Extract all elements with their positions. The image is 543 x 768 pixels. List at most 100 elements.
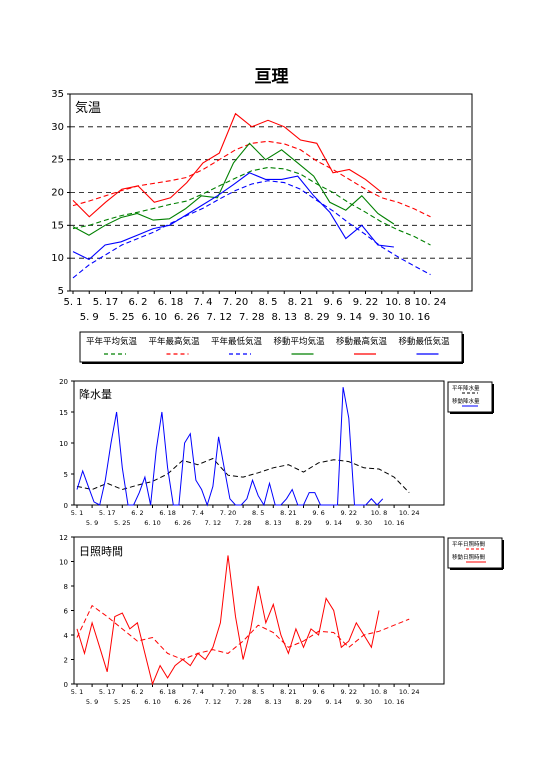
- series-normal-max: [72, 140, 431, 218]
- legend-label: 移動日照時間: [452, 553, 486, 561]
- x-tick-label: 10. 8: [385, 297, 410, 308]
- y-tick-label: 2: [64, 657, 68, 665]
- legend-label: 平年最低気温: [211, 336, 263, 347]
- x-tick-label: 6. 10: [144, 698, 161, 706]
- series-normal-min: [72, 180, 431, 279]
- legend-box: [447, 537, 503, 569]
- x-tick-label: 6. 18: [159, 688, 176, 696]
- x-tick-label: 7. 12: [205, 519, 222, 527]
- panel-label: 日照時間: [79, 545, 123, 558]
- x-tick-label: 6. 26: [174, 698, 191, 706]
- legend-label: 移動最低気温: [399, 336, 451, 347]
- x-tick-label: 9. 30: [356, 519, 373, 527]
- x-tick-label: 7. 12: [207, 312, 232, 323]
- x-tick-label: 6. 18: [159, 509, 176, 517]
- y-tick-label: 20: [51, 188, 64, 199]
- x-tick-label: 9. 22: [353, 297, 378, 308]
- x-tick-label: 8. 29: [295, 698, 312, 706]
- x-tick-label: 8. 21: [288, 297, 313, 308]
- series-normal-avg: [72, 166, 431, 246]
- x-tick-label: 9. 14: [325, 698, 342, 706]
- x-tick-label: 10. 8: [371, 509, 388, 517]
- x-tick-label: 9. 6: [323, 297, 342, 308]
- x-tick-label: 8. 13: [265, 519, 282, 527]
- legend-label: 平年降水量: [452, 384, 480, 392]
- x-tick-label: 9. 14: [325, 519, 342, 527]
- x-tick-label: 6. 2: [128, 297, 147, 308]
- x-tick-label: 7. 4: [192, 688, 204, 696]
- x-tick-label: 5. 1: [71, 688, 83, 696]
- y-tick-label: 25: [51, 155, 64, 166]
- x-tick-label: 8. 21: [280, 688, 297, 696]
- x-tick-label: 6. 2: [131, 688, 143, 696]
- panel-label: 降水量: [79, 387, 112, 401]
- y-tick-label: 15: [51, 220, 64, 231]
- x-tick-label: 9. 30: [356, 698, 373, 706]
- x-tick-label: 9. 6: [312, 688, 324, 696]
- series-moving-max: [72, 112, 383, 218]
- y-tick-label: 15: [59, 409, 68, 417]
- x-tick-label: 8. 5: [252, 509, 264, 517]
- x-tick-label: 7. 4: [192, 509, 204, 517]
- y-tick-label: 10: [59, 440, 68, 448]
- x-tick-label: 10. 24: [399, 688, 420, 696]
- page-title: 亘理: [254, 67, 289, 87]
- x-tick-label: 7. 28: [235, 698, 252, 706]
- y-tick-label: 4: [64, 632, 69, 640]
- y-tick-label: 0: [64, 681, 68, 689]
- x-tick-label: 6. 10: [142, 312, 167, 323]
- y-tick-label: 10: [51, 253, 64, 264]
- legend-label: 平年最高気温: [149, 336, 201, 347]
- x-tick-label: 6. 2: [131, 509, 143, 517]
- x-tick-label: 7. 12: [205, 698, 222, 706]
- x-tick-label: 9. 6: [312, 509, 324, 517]
- x-tick-label: 10. 16: [398, 312, 430, 323]
- x-tick-label: 10. 16: [384, 519, 405, 527]
- plot-frame: [73, 380, 445, 506]
- y-tick-label: 30: [51, 122, 64, 133]
- x-tick-label: 7. 20: [223, 297, 248, 308]
- x-tick-label: 5. 17: [99, 509, 116, 517]
- y-tick-label: 12: [59, 534, 68, 542]
- x-tick-label: 9. 22: [341, 509, 358, 517]
- x-tick-label: 5. 25: [114, 698, 131, 706]
- x-tick-label: 9. 22: [341, 688, 358, 696]
- x-tick-label: 6. 26: [174, 519, 191, 527]
- panel-label: 気温: [75, 100, 101, 116]
- legend-label: 移動最高気温: [336, 336, 388, 347]
- x-tick-label: 6. 10: [144, 519, 161, 527]
- x-tick-label: 8. 29: [304, 312, 329, 323]
- x-tick-label: 6. 18: [158, 297, 183, 308]
- y-tick-label: 8: [64, 583, 68, 591]
- x-tick-label: 6. 26: [174, 312, 199, 323]
- x-tick-label: 7. 4: [193, 297, 212, 308]
- x-tick-label: 10. 16: [384, 698, 405, 706]
- x-tick-label: 7. 28: [239, 312, 264, 323]
- x-tick-label: 8. 21: [280, 509, 297, 517]
- x-tick-label: 5. 17: [93, 297, 118, 308]
- x-tick-label: 8. 13: [265, 698, 282, 706]
- y-tick-label: 35: [51, 89, 64, 100]
- y-tick-label: 5: [64, 471, 68, 479]
- legend-label: 移動平均気温: [274, 336, 326, 347]
- series-moving-avg: [72, 142, 395, 236]
- y-tick-label: 5: [58, 286, 64, 297]
- legend-label: 平年平均気温: [86, 336, 138, 347]
- x-tick-label: 5. 1: [63, 297, 82, 308]
- x-tick-label: 8. 13: [272, 312, 297, 323]
- x-tick-label: 9. 14: [337, 312, 362, 323]
- x-tick-label: 5. 9: [86, 698, 98, 706]
- series-sun-normal: [76, 604, 410, 661]
- x-tick-label: 5. 9: [86, 519, 98, 527]
- y-tick-label: 6: [64, 608, 69, 616]
- x-tick-label: 7. 28: [235, 519, 252, 527]
- plot-frame: [73, 536, 445, 685]
- x-tick-label: 10. 8: [371, 688, 388, 696]
- x-tick-label: 8. 5: [252, 688, 264, 696]
- series-moving-min: [72, 172, 394, 261]
- x-tick-label: 5. 25: [114, 519, 131, 527]
- x-tick-label: 5. 9: [80, 312, 99, 323]
- y-tick-label: 20: [59, 378, 68, 386]
- x-tick-label: 8. 5: [258, 297, 277, 308]
